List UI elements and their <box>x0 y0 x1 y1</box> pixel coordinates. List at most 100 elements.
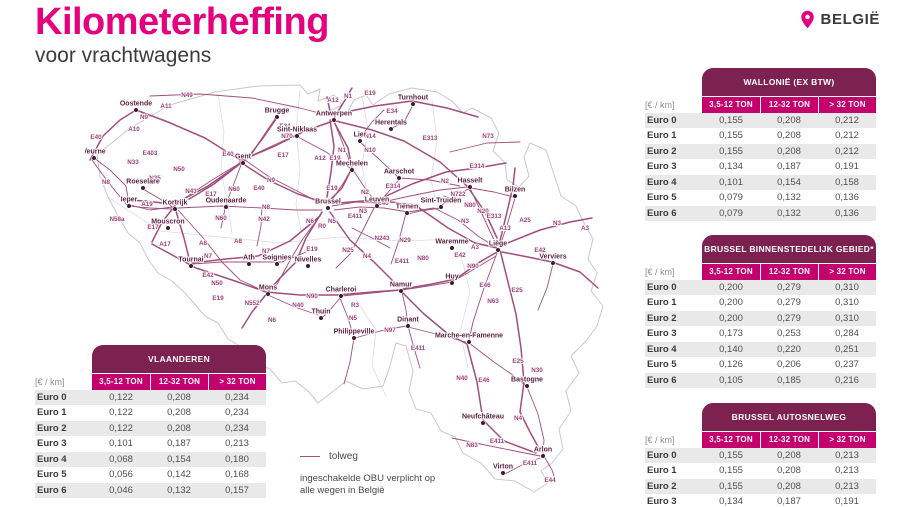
rate-value: 0,310 <box>818 279 876 295</box>
city-label: Namur <box>390 282 412 289</box>
rate-value: 0,187 <box>167 438 191 450</box>
road-number-label: N97 <box>384 327 396 334</box>
city-marker <box>240 160 246 166</box>
rate-value: 0,212 <box>818 112 876 128</box>
rate-value: 0,132 <box>150 482 208 498</box>
city-label: Dinant <box>397 317 419 324</box>
page-header: Kilometerheffing voor vrachtwagens <box>35 1 329 68</box>
toll-road <box>256 205 263 247</box>
city-marker <box>274 261 280 267</box>
road-number-label: E17 <box>147 224 159 231</box>
road-number-label: A3 <box>581 225 590 232</box>
road-number-label: N29 <box>399 237 411 244</box>
rate-value: 0,155 <box>702 447 760 463</box>
road-number-label: N9 <box>267 177 276 184</box>
toll-road <box>502 457 541 476</box>
rate-value: 0,132 <box>760 205 818 221</box>
road-number-label: E25 <box>511 287 523 294</box>
road-number-label: N6 <box>306 218 315 225</box>
city-marker <box>188 263 194 269</box>
road-number-label: R0 <box>318 223 327 230</box>
road-number-label: E25 <box>512 358 524 365</box>
city-marker <box>331 117 337 123</box>
toll-road <box>401 291 421 369</box>
rate-value: 0,208 <box>760 143 818 159</box>
city-label: Oostende <box>120 101 152 108</box>
obu-note-line2: alle wegen in België <box>300 485 385 497</box>
road-number-label: N35 <box>149 175 161 182</box>
table-title: BRUSSEL AUTOSNELWEG <box>702 403 876 431</box>
rate-value: 0,279 <box>760 310 818 326</box>
road-number-label: N30 <box>531 367 543 374</box>
euro-class-label: Euro 5 <box>647 359 677 371</box>
toll-road <box>443 195 461 202</box>
road-number-label: A12 <box>314 155 326 162</box>
toll-road <box>339 297 355 385</box>
city-marker <box>357 138 363 144</box>
city-marker <box>512 193 518 199</box>
rate-table-vlaanderen: VLAANDEREN [€ / km] 3,5-12 TON 12-32 TON > 3… <box>35 345 266 498</box>
weight-column-header: > 32 TON <box>818 432 876 448</box>
toll-road <box>142 188 175 209</box>
toll-road <box>469 187 495 241</box>
toll-motorway <box>326 96 332 117</box>
country-badge: BELGIË <box>800 10 880 29</box>
rate-value: 0,208 <box>167 407 191 419</box>
rate-value: 0,216 <box>818 372 876 388</box>
road-number-label: A19 <box>141 201 153 208</box>
city-marker <box>165 225 171 231</box>
euro-class-label: Euro 1 <box>647 130 677 142</box>
road-number-label: N4 <box>514 415 523 422</box>
city-label: Bastogne <box>511 377 543 384</box>
city-label: Aarschot <box>384 169 415 176</box>
road-number-label: N43 <box>185 188 197 195</box>
city-label: Sint-Niklaas <box>277 127 317 134</box>
toll-road <box>341 255 497 297</box>
rate-value: 0,234 <box>208 420 266 436</box>
rate-table-brussel-binnenstedelijk: BRUSSEL BINNENSTEDELIJK GEBIED* [€ / km] 3… <box>645 235 876 388</box>
road-number-label: N8 <box>262 204 271 211</box>
toll-road <box>177 205 323 211</box>
province-border <box>295 89 302 232</box>
weight-column-header: > 32 TON <box>208 374 266 390</box>
road-number-label: E411 <box>411 345 426 352</box>
toll-road <box>149 93 332 117</box>
rate-value: 0,126 <box>719 359 743 371</box>
city-marker <box>351 335 357 341</box>
road-number-label: N73 <box>482 133 494 140</box>
rate-value: 0,213 <box>225 438 249 450</box>
city-marker <box>374 203 380 209</box>
rate-value: 0,208 <box>777 465 801 477</box>
euro-class-label: Euro 2 <box>645 478 702 494</box>
toll-motorway <box>498 167 516 246</box>
city-marker <box>500 470 506 476</box>
road-number-label: N58a <box>109 216 125 223</box>
city-marker <box>140 185 146 191</box>
city-label: Mons <box>259 285 277 292</box>
city-marker <box>449 245 455 251</box>
road-number-label: E411 <box>523 460 538 467</box>
province-border <box>361 95 369 199</box>
toll-motorway <box>379 162 507 200</box>
toll-motorway <box>329 211 400 288</box>
toll-motorway <box>151 164 239 243</box>
road-number-label: E403 <box>143 150 158 157</box>
city-label: Tienen <box>396 204 418 211</box>
city-label: Herentals <box>375 120 407 127</box>
road-number-label: E19 <box>212 295 224 302</box>
euro-class-label: Euro 2 <box>645 143 702 159</box>
city-label: Bilzen <box>505 187 526 194</box>
city-marker <box>294 133 300 139</box>
rate-value: 0,310 <box>818 310 876 326</box>
rate-value: 0,079 <box>719 192 743 204</box>
rate-value: 0,079 <box>702 205 760 221</box>
map-legend: tolweg ingeschakelde OBU verplicht op al… <box>300 451 435 498</box>
rate-value: 0,158 <box>818 174 876 190</box>
toll-motorway <box>335 100 479 118</box>
euro-class-label: Euro 4 <box>645 341 702 357</box>
road-number-label: E42 <box>202 272 214 279</box>
rate-value: 0,142 <box>167 469 191 481</box>
euro-class-label: Euro 1 <box>647 297 677 309</box>
city-label: Arlon <box>534 447 552 454</box>
rate-value: 0,213 <box>835 465 859 477</box>
